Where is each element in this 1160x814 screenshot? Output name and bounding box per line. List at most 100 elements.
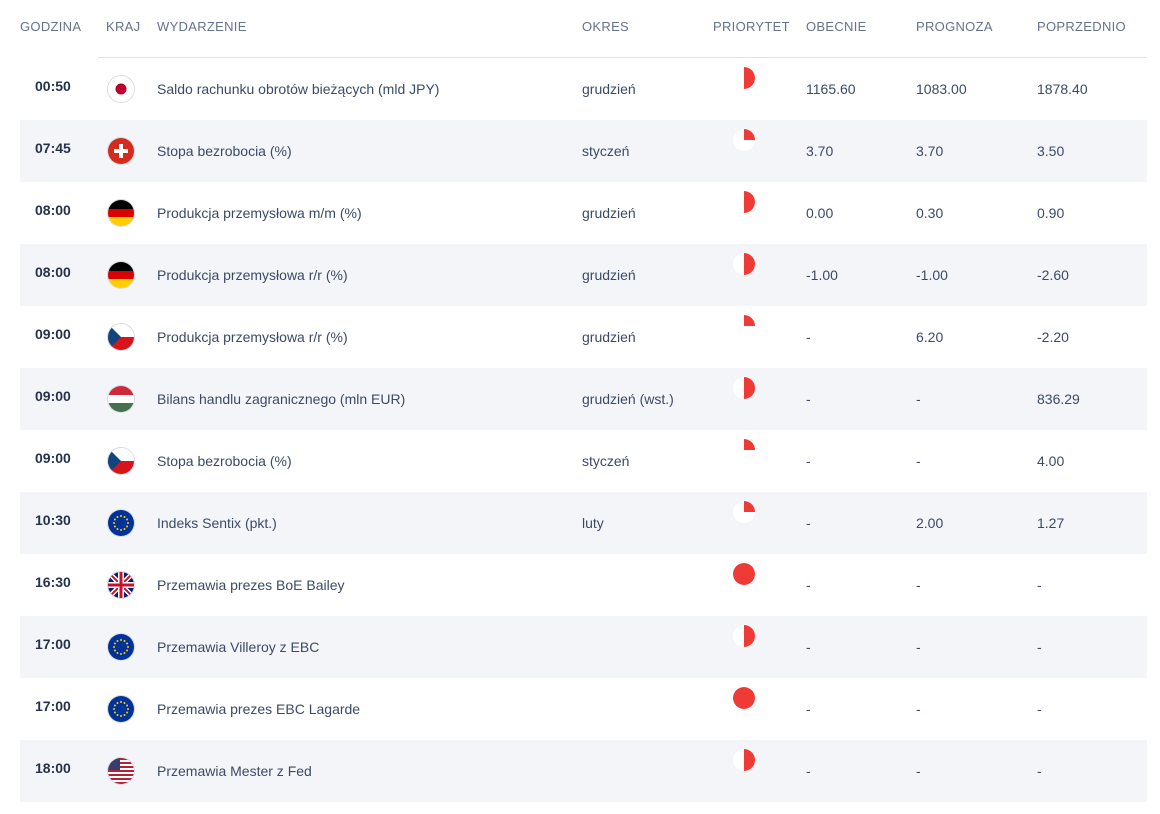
row-time: 00:50: [35, 78, 71, 94]
row-event: Przemawia prezes BoE Bailey: [157, 577, 345, 593]
row-event: Przemawia Mester z Fed: [157, 763, 312, 779]
row-forecast: 3.70: [916, 143, 944, 159]
row-actual: -1.00: [806, 267, 838, 283]
priority-indicator-icon: [733, 563, 755, 585]
european-union-flag-icon: [108, 696, 134, 722]
row-previous: -: [1037, 577, 1042, 593]
table-row[interactable]: 10:30 Indeks Sentix (pkt.) luty - 2.00 1.27: [20, 492, 1147, 554]
row-event: Stopa bezrobocia (%): [157, 453, 292, 469]
header-forecast[interactable]: PROGNOZA: [916, 19, 993, 34]
row-forecast: -: [916, 391, 921, 407]
row-time: 08:00: [35, 264, 71, 280]
row-actual: 0.00: [806, 205, 834, 221]
row-time: 16:30: [35, 574, 71, 590]
header-time[interactable]: GODZINA: [20, 19, 82, 34]
czech-republic-flag-icon: [108, 448, 134, 474]
row-period: grudzień: [582, 205, 636, 221]
priority-indicator-icon: [733, 129, 755, 151]
row-previous: 0.90: [1037, 205, 1065, 221]
row-event: Produkcja przemysłowa r/r (%): [157, 267, 348, 283]
row-forecast: 1083.00: [916, 81, 967, 97]
row-event: Produkcja przemysłowa m/m (%): [157, 205, 362, 221]
hungary-flag-icon: [108, 386, 134, 412]
table-row[interactable]: 08:00 Produkcja przemysłowa r/r (%) grudzi…: [20, 244, 1147, 306]
germany-flag-icon: [108, 262, 134, 288]
row-previous: -: [1037, 763, 1042, 779]
united-states-flag-icon: [108, 758, 134, 784]
header-period[interactable]: OKRES: [582, 19, 630, 34]
table-row[interactable]: 17:00 Przemawia Villeroy z EBC - - -: [20, 616, 1147, 678]
table-row[interactable]: 18:00 Przemawia Mester z Fed - - -: [20, 740, 1147, 802]
table-row[interactable]: 17:00 Przemawia prezes EBC Lagarde - - -: [20, 678, 1147, 740]
row-actual: -: [806, 453, 811, 469]
row-time: 07:45: [35, 140, 71, 156]
germany-flag-icon: [108, 200, 134, 226]
row-time: 08:00: [35, 202, 71, 218]
row-previous: -: [1037, 639, 1042, 655]
row-period: grudzień: [582, 329, 636, 345]
row-period: grudzień: [582, 81, 636, 97]
table-row[interactable]: 16:30 Przemawia prezes BoE Bailey - - -: [20, 554, 1147, 616]
row-period: luty: [582, 515, 604, 531]
priority-indicator-icon: [733, 687, 755, 709]
table-row[interactable]: 09:00 Produkcja przemysłowa r/r (%) grudzi…: [20, 306, 1147, 368]
row-forecast: 0.30: [916, 205, 944, 221]
row-actual: -: [806, 329, 811, 345]
row-previous: 3.50: [1037, 143, 1065, 159]
row-event: Przemawia prezes EBC Lagarde: [157, 701, 361, 717]
row-actual: 3.70: [806, 143, 834, 159]
row-previous: -2.60: [1037, 267, 1069, 283]
row-forecast: -: [916, 701, 921, 717]
japan-flag-icon: [108, 76, 134, 102]
row-forecast: -: [916, 639, 921, 655]
row-actual: -: [806, 639, 811, 655]
row-previous: 4.00: [1037, 453, 1065, 469]
priority-indicator-icon: [733, 625, 755, 647]
row-period: grudzień: [582, 267, 636, 283]
row-event: Produkcja przemysłowa r/r (%): [157, 329, 348, 345]
united-kingdom-flag-icon: [108, 572, 134, 598]
row-period: styczeń: [582, 453, 630, 469]
table-row[interactable]: 07:45 Stopa bezrobocia (%) styczeń 3.70 3.70…: [20, 120, 1147, 182]
row-forecast: -: [916, 577, 921, 593]
header-event[interactable]: WYDARZENIE: [157, 19, 247, 34]
header-country[interactable]: KRAJ: [106, 19, 141, 34]
row-forecast: 6.20: [916, 329, 944, 345]
row-time: 09:00: [35, 388, 71, 404]
row-period: styczeń: [582, 143, 630, 159]
czech-republic-flag-icon: [108, 324, 134, 350]
row-event: Bilans handlu zagranicznego (mln EUR): [157, 391, 406, 407]
row-previous: 1.27: [1037, 515, 1065, 531]
european-union-flag-icon: [108, 634, 134, 660]
table-row[interactable]: 08:00 Produkcja przemysłowa m/m (%) grudzi…: [20, 182, 1147, 244]
row-period: grudzień (wst.): [582, 391, 674, 407]
priority-indicator-icon: [733, 377, 755, 399]
priority-indicator-icon: [733, 501, 755, 523]
row-forecast: 2.00: [916, 515, 944, 531]
row-event: Stopa bezrobocia (%): [157, 143, 292, 159]
row-actual: -: [806, 515, 811, 531]
row-time: 09:00: [35, 326, 71, 342]
european-union-flag-icon: [108, 510, 134, 536]
row-actual: 1165.60: [806, 81, 856, 97]
row-time: 18:00: [35, 760, 71, 776]
row-time: 17:00: [35, 636, 71, 652]
row-time: 17:00: [35, 698, 71, 714]
row-time: 10:30: [35, 512, 71, 528]
switzerland-flag-icon: [108, 138, 134, 164]
table-row[interactable]: 09:00 Bilans handlu zagranicznego (mln EU…: [20, 368, 1147, 430]
row-actual: -: [806, 391, 811, 407]
row-previous: -: [1037, 701, 1042, 717]
row-previous: 1878.40: [1037, 81, 1088, 97]
row-event: Przemawia Villeroy z EBC: [157, 639, 320, 655]
header-priority[interactable]: PRIORYTET: [713, 19, 790, 34]
priority-indicator-icon: [733, 749, 755, 771]
row-time: 09:00: [35, 450, 71, 466]
table-row[interactable]: 09:00 Stopa bezrobocia (%) styczeń - - 4.00: [20, 430, 1147, 492]
table-row[interactable]: 00:50 Saldo rachunku obrotów bieżących (m…: [20, 58, 1147, 120]
row-actual: -: [806, 763, 811, 779]
row-event: Saldo rachunku obrotów bieżących (mld JP…: [157, 81, 440, 97]
header-actual[interactable]: OBECNIE: [806, 19, 867, 34]
header-previous[interactable]: POPRZEDNIO: [1037, 19, 1126, 34]
